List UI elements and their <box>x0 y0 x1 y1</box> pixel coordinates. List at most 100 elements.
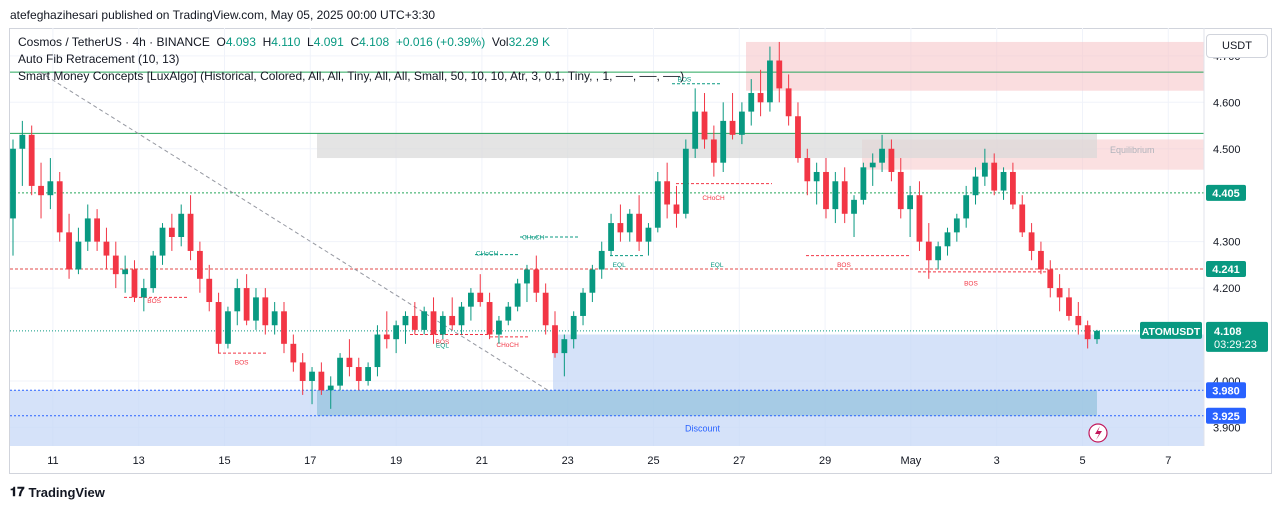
change-value: +0.016 (+0.39%) <box>395 35 486 49</box>
candle-body <box>178 213 185 237</box>
price-badge <box>1206 184 1246 201</box>
candle-body <box>617 223 624 233</box>
y-tick-label: 4.300 <box>1213 237 1241 249</box>
x-tick-label: 13 <box>133 455 145 467</box>
candle-body <box>626 213 633 233</box>
price-badge-label: 3.925 <box>1212 411 1240 423</box>
x-tick-label: 21 <box>476 455 488 467</box>
x-tick-label: 17 <box>304 455 316 467</box>
candle-body <box>496 320 502 335</box>
candle-body <box>757 93 764 103</box>
candle-body <box>346 357 353 368</box>
candle-body <box>804 158 811 182</box>
candle-body <box>935 246 942 261</box>
candle-body <box>234 288 241 312</box>
candle-body <box>710 139 717 163</box>
candle-body <box>972 176 979 196</box>
candle-body <box>318 371 325 391</box>
candle-body <box>402 315 409 326</box>
candle-body <box>383 334 390 340</box>
candle-body <box>701 111 708 140</box>
candle-body <box>262 297 269 326</box>
price-badge <box>1206 407 1246 424</box>
candle-body <box>944 232 951 247</box>
candle-body <box>38 185 44 196</box>
low-label: L <box>307 35 314 49</box>
candle-body <box>439 315 446 335</box>
candle-body <box>430 311 437 335</box>
candle-body <box>225 311 231 344</box>
candle-body <box>66 232 72 270</box>
publish-info: atefeghazihesari published on TradingVie… <box>10 8 436 22</box>
candle-body <box>981 162 988 177</box>
candle-body <box>851 199 857 214</box>
candle-body <box>168 227 175 237</box>
candle-body <box>150 255 157 289</box>
close-value: 4.108 <box>359 35 390 49</box>
candle-body <box>542 292 549 326</box>
candle-body <box>720 120 727 163</box>
candle-body <box>879 148 885 163</box>
indicator-fib[interactable]: Auto Fib Retracement (10, 13) <box>18 52 180 66</box>
x-tick-label: 15 <box>218 455 230 467</box>
candle-body <box>682 148 689 214</box>
y-tick-label: 4.600 <box>1213 97 1241 109</box>
y-tick-label: 4.200 <box>1213 283 1241 295</box>
premium-zone <box>746 41 1204 91</box>
candle-body <box>299 362 306 381</box>
candle-body <box>411 315 418 330</box>
last-price-label: 4.108 <box>1214 326 1242 338</box>
trend-line <box>39 71 549 391</box>
candle-body <box>888 148 895 172</box>
y-tick-label: 4.500 <box>1213 144 1241 156</box>
x-tick-label: 7 <box>1165 455 1171 467</box>
candle-body <box>767 60 773 103</box>
candle-body <box>327 385 334 391</box>
candle-body <box>253 297 259 321</box>
candle-body <box>533 269 540 293</box>
candle-body <box>524 269 530 284</box>
candle-body <box>1000 171 1007 191</box>
candle-body <box>140 288 147 298</box>
chart-legend: Cosmos / TetherUS · 4h · BINANCE O4.093 … <box>18 34 684 85</box>
x-tick-label: 11 <box>47 455 58 467</box>
candle-body <box>19 134 26 149</box>
candle-body <box>458 306 465 326</box>
candle-body <box>449 315 456 326</box>
candle-body <box>832 181 839 210</box>
symbol-name[interactable]: Cosmos / TetherUS · 4h · BINANCE <box>18 35 210 49</box>
x-tick-label: May <box>901 455 922 467</box>
candle-body <box>56 181 63 233</box>
smc-annotation: CHoCH <box>496 342 519 349</box>
price-badge-label: 4.405 <box>1212 188 1240 200</box>
candle-body <box>636 213 643 242</box>
ticker-badge <box>1140 321 1202 339</box>
candle-body <box>916 195 923 242</box>
candle-body <box>159 227 166 256</box>
discount-label: Discount <box>685 423 721 433</box>
candle-body <box>897 171 904 210</box>
smc-annotation: EQL <box>436 343 449 350</box>
candle-body <box>271 311 278 326</box>
candle-body <box>692 111 699 149</box>
candle-body <box>776 60 783 89</box>
indicator-smc[interactable]: Smart Money Concepts [LuxAlgo] (Historic… <box>18 69 685 83</box>
candle-body <box>580 292 586 316</box>
brand-name: TradingView <box>28 484 105 500</box>
currency-unit-button[interactable]: USDT <box>1206 34 1268 58</box>
lightning-bolt-icon <box>1095 426 1102 440</box>
x-tick-label: 5 <box>1079 455 1085 467</box>
price-badge-label: 3.980 <box>1212 385 1240 397</box>
candle-body <box>561 339 568 354</box>
candle-body <box>664 181 671 205</box>
smc-annotation: BOS <box>837 262 851 269</box>
candle-body <box>281 311 287 344</box>
candle-body <box>570 315 577 340</box>
candle-body <box>374 334 381 368</box>
candle-body <box>75 241 82 270</box>
candle-body <box>103 241 110 256</box>
candle-body <box>28 134 35 186</box>
x-tick-label: 3 <box>994 455 1000 467</box>
candle-body <box>673 204 680 214</box>
